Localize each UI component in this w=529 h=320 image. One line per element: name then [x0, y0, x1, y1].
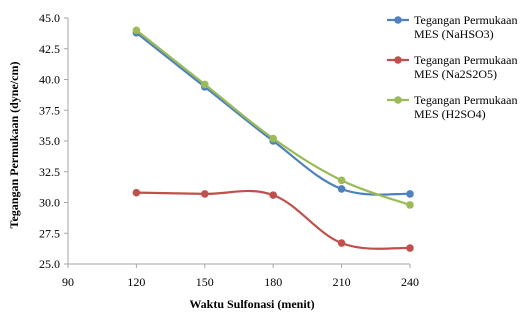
- y-tick-label: 35.0: [39, 134, 60, 148]
- legend-label: Tegangan Permukaan: [414, 13, 517, 27]
- y-axis-title: Tegangan Permukaan (dyne/cm): [7, 62, 21, 229]
- y-tick-label: 42.5: [39, 42, 60, 56]
- x-tick-label: 210: [333, 275, 351, 289]
- legend-label: Tegangan Permukaan: [414, 93, 517, 107]
- y-tick-label: 27.5: [39, 226, 60, 240]
- x-tick-label: 240: [401, 275, 419, 289]
- x-axis-title: Waktu Sulfonasi (menit): [189, 297, 314, 311]
- data-point: [406, 201, 414, 209]
- y-tick-label: 37.5: [39, 103, 60, 117]
- y-tick-label: 30.0: [39, 196, 60, 210]
- data-point: [406, 244, 414, 252]
- x-tick-label: 90: [62, 275, 74, 289]
- data-point: [132, 188, 141, 197]
- data-point: [337, 176, 346, 185]
- data-point: [337, 185, 346, 193]
- legend-label: MES (H2SO4): [414, 107, 486, 121]
- legend-swatch-marker: [394, 96, 402, 104]
- data-point: [337, 239, 346, 247]
- x-tick-label: 120: [127, 275, 145, 289]
- series-line: [136, 189, 411, 250]
- y-tick-label: 40.0: [39, 73, 60, 87]
- x-tick-label: 180: [264, 275, 282, 289]
- plot-area: 25.0 27.5 30.0 32.5 35.0 37.5 40.0 42.5 45.0 90 12…: [39, 11, 419, 289]
- x-tick-label: 150: [196, 275, 214, 289]
- data-point: [406, 190, 414, 198]
- legend-label: Tegangan Permukaan: [414, 53, 517, 67]
- legend-label: MES (NaHSO3): [414, 27, 494, 41]
- legend-swatch-marker: [394, 16, 402, 24]
- series-line: [135, 31, 411, 196]
- y-tick-label: 45.0: [39, 11, 60, 25]
- data-point: [269, 191, 278, 199]
- y-tick-label: 32.5: [39, 165, 60, 179]
- y-tick-label: 25.0: [39, 257, 60, 271]
- data-point: [201, 190, 209, 198]
- legend-swatch-marker: [394, 56, 402, 64]
- series-line: [135, 29, 411, 206]
- data-point: [201, 80, 209, 89]
- data-point: [269, 134, 278, 143]
- data-point: [132, 26, 141, 35]
- legend-label: MES (Na2S2O5): [414, 67, 497, 81]
